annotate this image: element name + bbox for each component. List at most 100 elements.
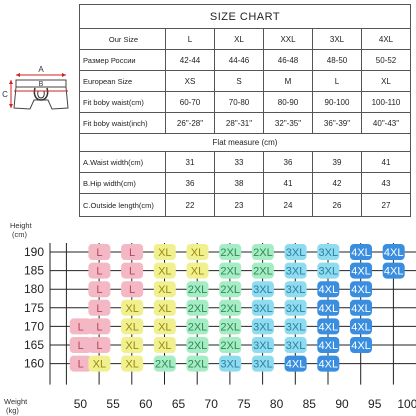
size-badge: 4XL xyxy=(317,337,340,353)
size-badge: 2XL xyxy=(219,318,242,335)
size-badge-label: 4XL xyxy=(319,359,339,371)
cell: 28"-31" xyxy=(214,112,264,134)
size-badge-label: 4XL xyxy=(351,303,371,315)
row-label: A.Waist width(cm) xyxy=(79,151,166,173)
size-badge-shape xyxy=(350,262,372,279)
size-badge-shape xyxy=(251,337,274,353)
size-badge-label: L xyxy=(96,303,102,315)
size-badge-label: 4XL xyxy=(351,321,371,333)
size-badge-shape xyxy=(317,262,340,279)
size-badge: L xyxy=(88,262,111,279)
size-badge-label: XL xyxy=(93,359,106,371)
size-badge: XL xyxy=(186,262,209,279)
size-badge-label: 4XL xyxy=(319,284,339,296)
weight-tick-label: 60 xyxy=(139,397,153,411)
size-badge: 3XL xyxy=(284,262,307,279)
size-badge-label: L xyxy=(96,247,102,259)
size-badge-shape xyxy=(219,244,242,260)
size-badge-shape xyxy=(350,318,372,335)
header-size: 4XL xyxy=(361,28,411,50)
size-badge-label: L xyxy=(96,321,102,333)
size-badge: XL xyxy=(153,318,176,335)
size-badge-shape xyxy=(219,262,242,279)
size-badge-label: XL xyxy=(158,247,171,259)
size-badge: 4XL xyxy=(317,355,340,372)
size-badge-label: XL xyxy=(158,284,171,296)
size-badge-label: 4XL xyxy=(351,266,371,278)
size-badge-label: 4XL xyxy=(384,247,404,259)
size-badge-label: 3XL xyxy=(253,321,273,333)
cell: 42-44 xyxy=(165,49,215,71)
size-badge-label: XL xyxy=(125,303,138,315)
weight-tick-label: 50 xyxy=(74,397,88,411)
label-c: C xyxy=(2,90,8,99)
size-badge-label: 3XL xyxy=(253,284,273,296)
cell: 70-80 xyxy=(214,91,264,113)
size-badge: 3XL xyxy=(284,281,307,298)
size-badge-label: 4XL xyxy=(319,321,339,333)
height-tick-label: 165 xyxy=(24,338,44,352)
size-badge-shape xyxy=(284,281,307,298)
size-badge-shape xyxy=(251,281,274,298)
size-badge: 3XL xyxy=(251,281,274,298)
size-badge-label: 2XL xyxy=(188,321,208,333)
cell: 50-52 xyxy=(361,49,411,71)
size-badge-label: 4XL xyxy=(351,340,371,352)
size-badge-label: 3XL xyxy=(253,303,273,315)
size-badge-label: 3XL xyxy=(319,247,339,259)
size-badge: 3XL xyxy=(251,337,274,353)
size-chart-table: SIZE CHART Our Size L XL XXL 3XL 4XL Раз… xyxy=(79,4,411,217)
size-badge: 3XL xyxy=(284,318,307,335)
size-badge: 2XL xyxy=(219,337,242,353)
cell: 42 xyxy=(312,172,362,194)
size-badge: 2XL xyxy=(153,355,176,372)
size-badge: L xyxy=(69,337,92,353)
row-label: Размер России xyxy=(79,49,166,71)
weight-tick-label: 70 xyxy=(205,397,219,411)
size-badge-shape xyxy=(350,299,372,316)
size-badge-label: 4XL xyxy=(319,340,339,352)
size-badge-label: XL xyxy=(191,247,204,259)
arrow-right-icon xyxy=(62,73,66,77)
size-badge-label: 2XL xyxy=(220,303,240,315)
size-badge: XL xyxy=(121,299,144,316)
cell: 44-46 xyxy=(214,49,264,71)
weight-tick-label: 75 xyxy=(237,397,251,411)
size-badge-shape xyxy=(251,262,274,279)
height-tick-label: 185 xyxy=(24,264,44,278)
size-badge-label: 2XL xyxy=(188,359,208,371)
size-badge-label: XL xyxy=(191,266,204,278)
size-badge-shape xyxy=(186,318,209,335)
weight-axis-title: Weight xyxy=(4,397,28,406)
size-badge-shape xyxy=(382,244,405,260)
size-badge: L xyxy=(121,262,144,279)
header-size: L xyxy=(165,28,215,50)
size-badge: 4XL xyxy=(317,299,340,316)
size-badge: L xyxy=(88,337,111,353)
size-badge: L xyxy=(88,281,111,298)
size-badge-shape xyxy=(153,244,176,260)
size-badge-shape xyxy=(317,244,340,260)
height-tick-label: 175 xyxy=(24,301,44,315)
size-badge-shape xyxy=(317,355,340,372)
size-badge-label: 3XL xyxy=(286,247,306,259)
size-badge-shape xyxy=(88,355,111,372)
size-badge-label: XL xyxy=(158,303,171,315)
size-badge-shape xyxy=(69,355,92,372)
size-badge: 2XL xyxy=(251,244,274,260)
cell: 46-48 xyxy=(263,49,313,71)
cell: 36"-39" xyxy=(312,112,362,134)
size-badge-shape xyxy=(186,262,209,279)
size-badge-label: 2XL xyxy=(220,247,240,259)
size-badge-shape xyxy=(284,337,307,353)
size-badge-label: 3XL xyxy=(286,266,306,278)
size-badge-shape xyxy=(284,244,307,260)
size-badge-label: 2XL xyxy=(188,340,208,352)
size-badge: XL xyxy=(153,244,176,260)
underwear-diagram: A B C xyxy=(2,65,69,110)
size-badge-label: XL xyxy=(158,266,171,278)
size-badge-shape xyxy=(284,355,307,372)
cell: 24 xyxy=(263,193,313,217)
size-badge-shape xyxy=(88,299,111,316)
size-badge-shape xyxy=(121,318,144,335)
